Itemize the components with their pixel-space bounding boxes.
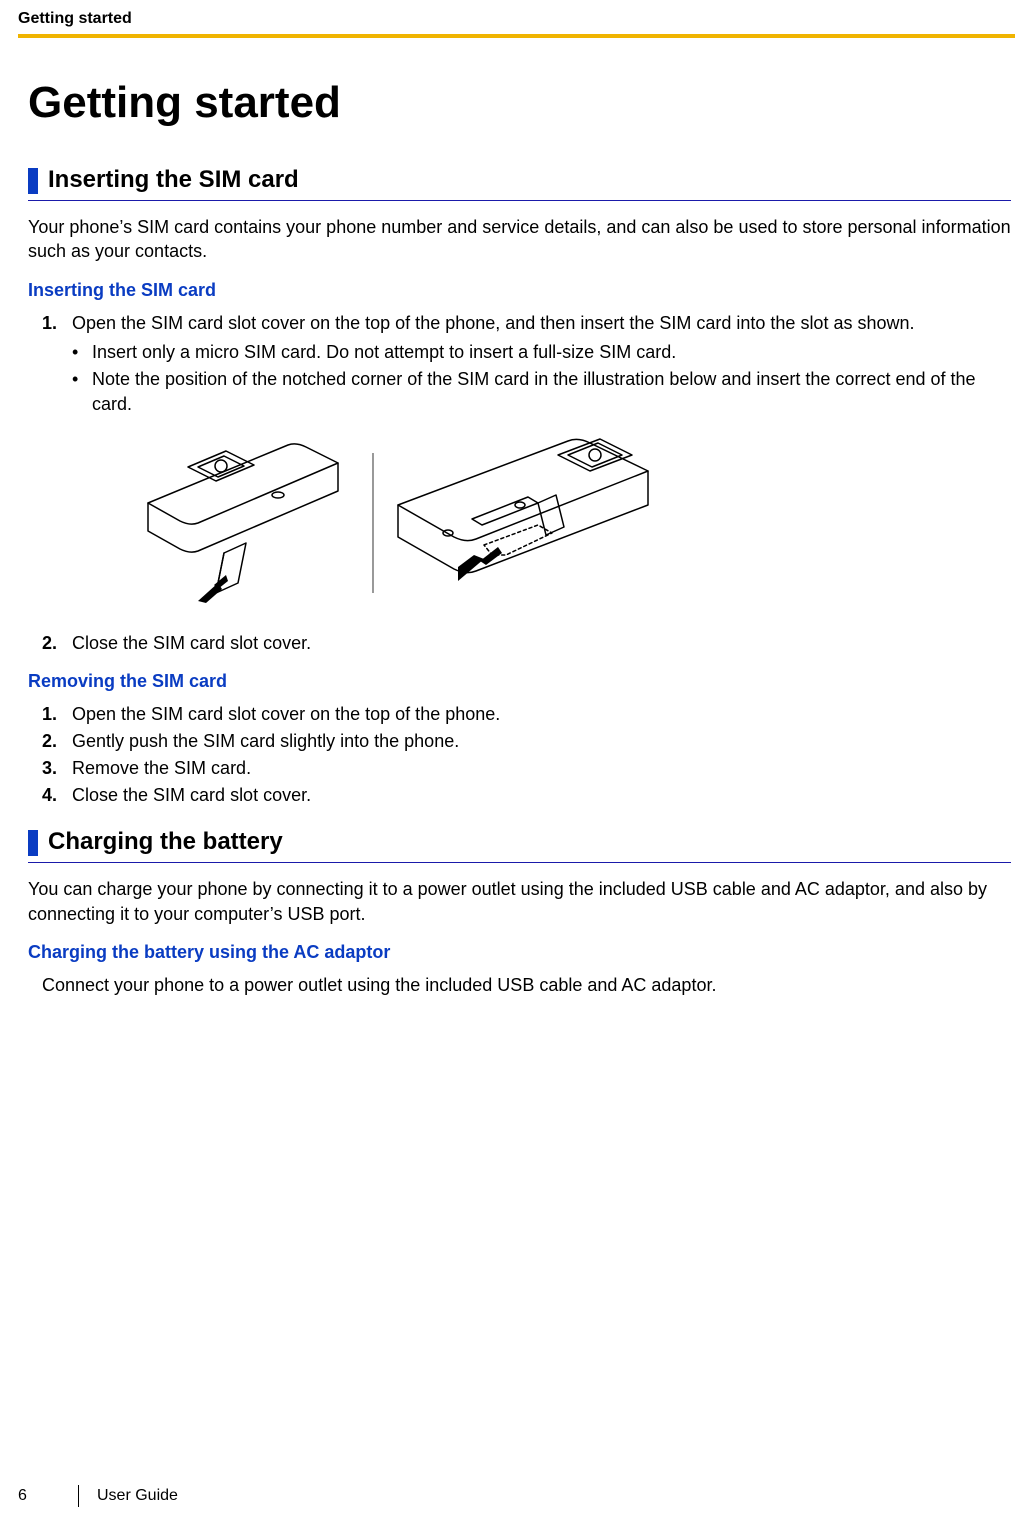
bullet-icon: • xyxy=(72,367,92,417)
list-item: 4. Close the SIM card slot cover. xyxy=(42,783,1011,808)
step-number: 1. xyxy=(42,702,72,727)
section-title-battery: Charging the battery xyxy=(48,828,283,856)
list-item: • Note the position of the notched corne… xyxy=(72,367,1011,417)
list-item: 3. Remove the SIM card. xyxy=(42,756,1011,781)
step-text: Close the SIM card slot cover. xyxy=(72,785,311,805)
section-title-sim: Inserting the SIM card xyxy=(48,166,299,194)
bullet-text: Note the position of the notched corner … xyxy=(92,367,1011,417)
step-text: Gently push the SIM card slightly into t… xyxy=(72,731,459,751)
subheading-ac-adaptor: Charging the battery using the AC adapto… xyxy=(28,942,1011,963)
step-text: Open the SIM card slot cover on the top … xyxy=(72,704,500,724)
sim-intro: Your phone’s SIM card contains your phon… xyxy=(28,215,1011,264)
step-text: Close the SIM card slot cover. xyxy=(72,633,311,653)
section-rule xyxy=(28,862,1011,863)
step-number: 2. xyxy=(42,631,72,656)
step-number: 2. xyxy=(42,729,72,754)
running-header: Getting started xyxy=(18,10,1015,28)
ac-adaptor-text: Connect your phone to a power outlet usi… xyxy=(42,973,1011,997)
list-item: • Insert only a micro SIM card. Do not a… xyxy=(72,340,1011,365)
bullet-icon: • xyxy=(72,340,92,365)
step-number: 1. xyxy=(42,311,72,420)
list-item: 2. Close the SIM card slot cover. xyxy=(42,631,1011,656)
step-number: 4. xyxy=(42,783,72,808)
page-title: Getting started xyxy=(28,78,1011,128)
page-number: 6 xyxy=(18,1487,78,1505)
step-number: 3. xyxy=(42,756,72,781)
section-heading-battery: Charging the battery xyxy=(28,828,1011,856)
sim-illustration xyxy=(128,433,1011,613)
step-text: Remove the SIM card. xyxy=(72,758,251,778)
page-footer: 6 User Guide xyxy=(18,1485,178,1507)
section-bar-icon xyxy=(28,168,38,194)
section-bar-icon xyxy=(28,830,38,856)
subheading-insert-sim: Inserting the SIM card xyxy=(28,280,1011,301)
insert-steps-list-2: 2. Close the SIM card slot cover. xyxy=(42,631,1011,656)
section-rule xyxy=(28,200,1011,201)
list-item: 1. Open the SIM card slot cover on the t… xyxy=(42,702,1011,727)
step-text: Open the SIM card slot cover on the top … xyxy=(72,313,915,333)
battery-intro: You can charge your phone by connecting … xyxy=(28,877,1011,926)
list-item: 1. Open the SIM card slot cover on the t… xyxy=(42,311,1011,420)
footer-divider xyxy=(78,1485,79,1507)
footer-doc-label: User Guide xyxy=(97,1487,178,1505)
list-item: 2. Gently push the SIM card slightly int… xyxy=(42,729,1011,754)
insert-steps-list: 1. Open the SIM card slot cover on the t… xyxy=(42,311,1011,420)
bullet-text: Insert only a micro SIM card. Do not att… xyxy=(92,340,1011,365)
subheading-remove-sim: Removing the SIM card xyxy=(28,671,1011,692)
step1-bullets: • Insert only a micro SIM card. Do not a… xyxy=(72,340,1011,418)
section-heading-sim: Inserting the SIM card xyxy=(28,166,1011,194)
sim-illustration-svg xyxy=(128,433,668,613)
remove-steps-list: 1. Open the SIM card slot cover on the t… xyxy=(42,702,1011,809)
